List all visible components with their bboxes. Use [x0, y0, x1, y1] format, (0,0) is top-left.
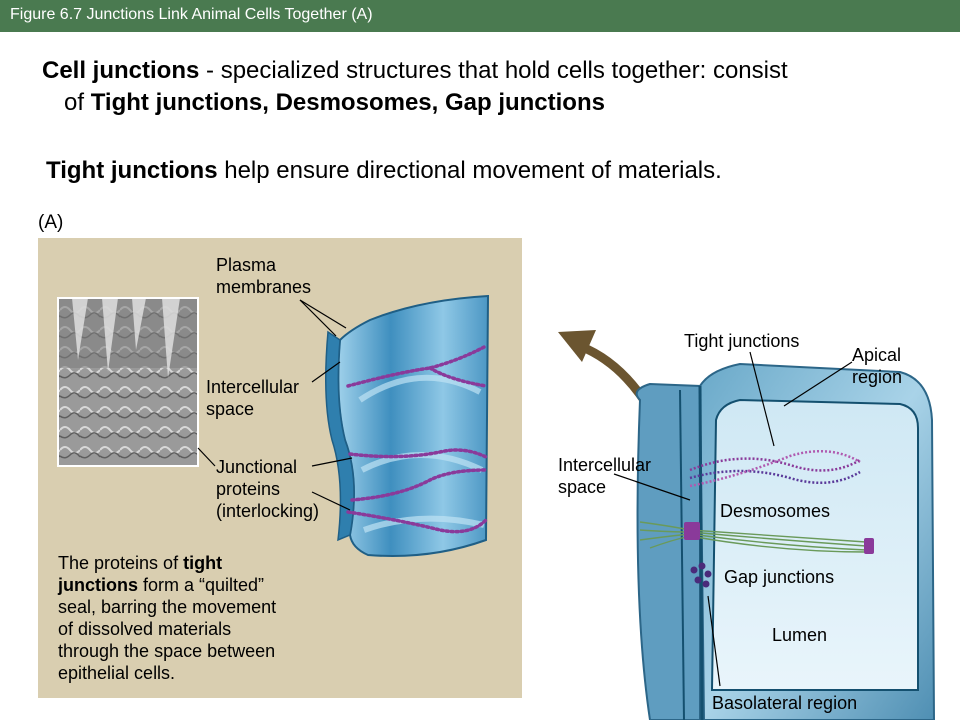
- panel-a-label: (A): [38, 212, 64, 233]
- gap-junctions-label: Gap junctions: [724, 567, 835, 587]
- plasma-membranes-label: Plasma membranes: [216, 254, 311, 298]
- desmosome-fibers: [639, 521, 867, 553]
- junction-types: Tight junctions, Desmosomes, Gap junctio…: [90, 89, 605, 116]
- basolateral-region-label: Basolateral region: [712, 693, 858, 713]
- caption-line-1: The proteins of tight: [58, 552, 328, 574]
- junctional-protein-strands: [346, 344, 490, 534]
- gap-junction-channels: [690, 562, 712, 588]
- caption-bold-2: junctions: [58, 575, 138, 595]
- tight-junctions-line: Tight junctions help ensure directional …: [46, 156, 722, 186]
- junc-label-line-1: Junctional: [216, 457, 298, 477]
- plasma-label-line-2: membranes: [216, 277, 312, 297]
- apical-region-label: Apical region: [852, 344, 902, 388]
- caption-line-2: junctions form a “quilted”: [58, 574, 328, 596]
- intercell-a-line-1: Intercellular: [206, 377, 300, 397]
- caption-line-5: through the space between: [58, 641, 276, 661]
- cell-junctions-term: Cell junctions: [42, 57, 200, 84]
- intercell-b-line-2: space: [558, 477, 607, 497]
- junctional-proteins-label: Junctional proteins (interlocking): [216, 456, 319, 522]
- tight-junction-strands: [689, 450, 861, 488]
- intercell-b-line-1: Intercellular: [558, 455, 652, 475]
- panel-a-leader-lines: [197, 299, 353, 511]
- intro-text-a: - specialized structures that hold cells…: [199, 57, 788, 84]
- caption-line-6: epithelial cells.: [58, 663, 176, 683]
- intro-text-b: of: [64, 89, 91, 116]
- tight-junctions-term: Tight junctions: [46, 157, 218, 184]
- plasma-label-line-1: Plasma: [216, 255, 277, 275]
- desmosome-plaques: [684, 522, 874, 554]
- apical-line-2: region: [852, 367, 903, 387]
- freeze-fracture-micrograph: [57, 297, 199, 467]
- desmosomes-label: Desmosomes: [720, 501, 831, 521]
- title-bar: Figure 6.7 Junctions Link Animal Cells T…: [0, 0, 960, 32]
- caption-line-4: of dissolved materials: [58, 619, 232, 639]
- cell-diagram-leader-lines: [613, 351, 853, 687]
- junc-label-line-2: proteins: [216, 479, 281, 499]
- panel-a-caption: The proteins of tight junctions form a “…: [58, 552, 328, 684]
- tight-junctions-text: help ensure directional movement of mate…: [217, 157, 722, 184]
- slide-title: Figure 6.7 Junctions Link Animal Cells T…: [10, 6, 373, 23]
- intercellular-space-label-a: Intercellular space: [206, 376, 299, 420]
- intro-line-2: of Tight junctions, Desmosomes, Gap junc…: [64, 88, 605, 118]
- caption-text-1: The proteins of: [58, 553, 184, 573]
- intercell-a-line-2: space: [206, 399, 255, 419]
- caption-bold-1: tight: [183, 553, 223, 573]
- lumen-label: Lumen: [772, 625, 828, 645]
- caption-line-3: seal, barring the movement: [58, 597, 277, 617]
- epithelial-cells: [635, 362, 936, 720]
- plasma-membrane-sheet: [325, 294, 490, 557]
- intro-line-1: Cell junctions - specialized structures …: [42, 56, 788, 86]
- apical-line-1: Apical: [852, 345, 902, 365]
- junc-label-line-3: (interlocking): [216, 501, 320, 521]
- intercellular-space-label-b: Intercellular space: [558, 454, 651, 498]
- tight-junctions-label: Tight junctions: [684, 331, 800, 351]
- caption-text-2: form a “quilted”: [138, 575, 265, 595]
